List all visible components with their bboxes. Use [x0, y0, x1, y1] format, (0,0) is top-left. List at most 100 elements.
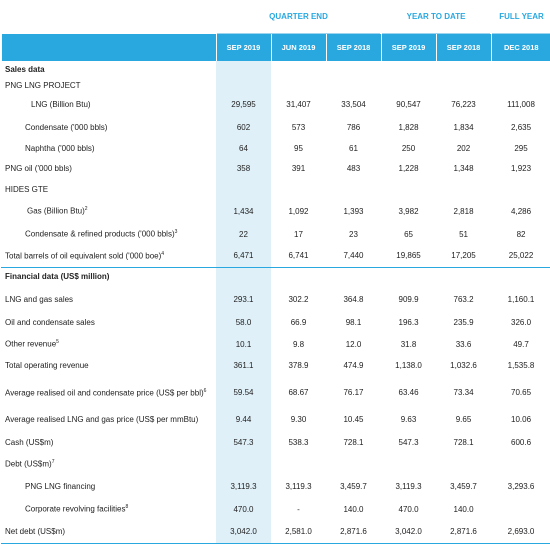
value-cell: 1,160.1 [507, 294, 535, 304]
value-cell: 76.17 [343, 387, 364, 397]
value-cell: 58.0 [216, 312, 271, 333]
value-cell: 728.1 [453, 437, 474, 447]
column-header-row: SEP 2019 JUN 2019 SEP 2018 SEP 2019 SEP 2018… [0, 33, 550, 61]
table-row: Financial data (US$ million) [1, 267, 550, 286]
value-cell [271, 77, 326, 93]
row-label-text: PNG LNG financing [25, 482, 96, 491]
row-label: Naphtha ('000 bbls) [1, 139, 216, 157]
value-cell: 600.6 [511, 437, 532, 447]
value-cell: 10.1 [216, 333, 271, 355]
footnote-ref: 3 [174, 229, 178, 236]
value-cell: 17 [294, 229, 303, 239]
value-cell [271, 61, 326, 77]
table-row: HIDES GTE [1, 179, 550, 199]
row-label-text: Gas (Billion Btu) [27, 206, 85, 216]
value-cell: 2,871.6 [326, 520, 382, 544]
value-cell [271, 179, 326, 199]
table-row: Average realised oil and condensate pric… [1, 376, 550, 408]
table-row: PNG oil ('000 bbls) 358 391 483 1,228 1,348 1,… [1, 157, 550, 179]
value-cell [381, 453, 436, 475]
row-label-text: HIDES GTE [5, 184, 49, 194]
value-cell: 909.9 [398, 294, 419, 304]
value-cell: 64 [216, 139, 271, 157]
value-cell: 22 [216, 223, 271, 245]
value-cell: 1,434 [216, 199, 271, 223]
row-label-text: Other revenue [5, 339, 57, 349]
value-cell: 6,471 [216, 245, 271, 268]
row-label: LNG and gas sales [1, 286, 216, 312]
group-header: FULL YEAR [490, 0, 550, 34]
value-cell [381, 61, 436, 77]
column-header: JUN 2019 [270, 33, 326, 61]
value-cell: 12.0 [345, 339, 362, 349]
group-header: YEAR TO DATE [380, 0, 492, 34]
value-cell: 82 [516, 229, 526, 239]
row-label: PNG LNG financing [1, 475, 216, 498]
row-label: Financial data (US$ million) [1, 267, 216, 286]
value-cell [216, 61, 271, 77]
row-label-text: PNG LNG PROJECT [5, 80, 81, 90]
table-row: LNG and gas sales 293.1 302.2 364.8 909.9 763… [1, 286, 550, 312]
value-cell: 98.1 [345, 318, 362, 327]
row-label-text: LNG and gas sales [5, 294, 74, 304]
value-cell [381, 179, 436, 199]
value-cell: 3,293.6 [507, 482, 535, 491]
value-cell: 31,407 [286, 100, 311, 109]
row-label-text: Condensate & refined products ('000 bbls… [25, 229, 175, 239]
value-cell: 90,547 [396, 100, 421, 109]
table-row: PNG LNG PROJECT [1, 77, 550, 93]
value-cell: 378.9 [288, 361, 309, 370]
value-cell: 3,459.7 [340, 482, 367, 491]
value-cell: 1,092 [288, 206, 309, 216]
value-cell [326, 77, 381, 93]
row-label-text: Average realised oil and condensate pric… [5, 388, 204, 398]
value-cell [436, 61, 491, 77]
row-label-text: Condensate ('000 bbls) [25, 123, 108, 132]
value-cell: 3,042.0 [216, 520, 271, 544]
row-label-text: Financial data (US$ million) [5, 272, 110, 282]
value-cell: 9.8 [292, 339, 305, 349]
value-cell [326, 453, 381, 475]
table-row: Total operating revenue 361.1 378.9 474.9 1,… [1, 355, 550, 376]
row-label: HIDES GTE [1, 179, 216, 199]
value-cell: 202 [456, 143, 471, 153]
value-cell [326, 267, 381, 286]
value-cell: 326.0 [511, 318, 532, 327]
value-cell: 786 [346, 123, 361, 132]
value-cell [271, 267, 326, 286]
table-row: Average realised LNG and gas price (US$ … [1, 408, 550, 431]
value-cell: 602 [216, 116, 271, 139]
value-cell [216, 267, 271, 286]
table-row: Net debt (US$m) 3,042.0 2,581.0 2,871.6 3,04… [1, 520, 550, 544]
value-cell: 9.63 [400, 415, 417, 424]
value-cell: 66.9 [290, 318, 307, 327]
table-row: Corporate revolving facilities8 470.0-140… [1, 498, 550, 520]
row-label: Debt (US$m)7 [1, 453, 216, 475]
value-cell: 51 [459, 229, 468, 239]
table-row: Gas (Billion Btu)2 1,434 1,092 1,393 3,982 2,… [1, 199, 550, 223]
row-label: PNG LNG PROJECT [1, 77, 216, 93]
value-cell [216, 453, 271, 475]
value-cell [216, 179, 271, 199]
row-label-text: Debt (US$m) [5, 459, 52, 469]
value-cell [216, 77, 271, 93]
value-cell: 3,042.0 [381, 520, 437, 544]
value-cell: 9.44 [216, 408, 271, 431]
value-cell: 2,581.0 [271, 520, 326, 544]
value-cell: 483 [346, 163, 361, 173]
value-cell: 547.3 [398, 437, 419, 447]
value-cell: 73.34 [453, 387, 474, 397]
value-cell [326, 179, 381, 199]
row-label: Average realised LNG and gas price (US$ … [1, 408, 216, 431]
value-cell: 63.46 [398, 387, 419, 397]
value-cell: - [297, 504, 300, 514]
value-cell: 547.3 [216, 431, 271, 453]
value-cell: 391 [291, 163, 306, 173]
table-row: Cash (US$m) 547.3 538.3 728.1 547.3 728.1 600.… [1, 431, 550, 453]
value-cell [436, 453, 491, 475]
row-label-text: Sales data [5, 64, 45, 74]
value-cell: 68.67 [288, 387, 309, 397]
value-cell: 95 [294, 143, 303, 153]
value-cell [436, 77, 491, 93]
value-cell: 33,504 [341, 100, 366, 109]
